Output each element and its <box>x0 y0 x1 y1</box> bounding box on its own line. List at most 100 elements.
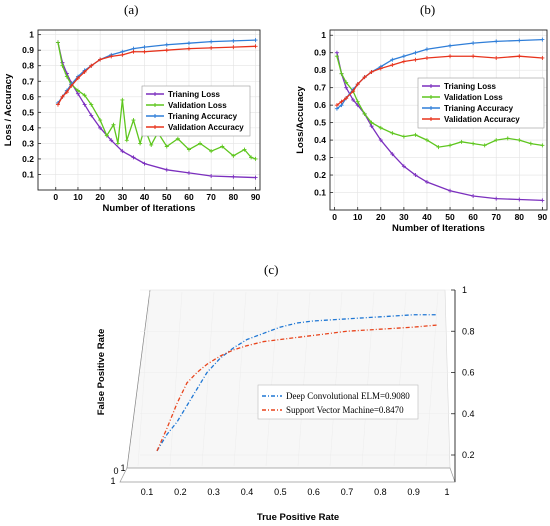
data-point <box>494 138 499 143</box>
data-point <box>55 40 60 45</box>
data-point <box>378 66 383 71</box>
y-tick-label: 0.6 <box>314 100 326 110</box>
data-point <box>448 43 453 48</box>
data-point <box>344 96 349 101</box>
data-point <box>89 63 94 68</box>
y-tick-label: 0.4 <box>22 123 34 133</box>
data-point <box>334 54 339 59</box>
data-point <box>69 83 74 88</box>
legend-label: Support Vector Machine=0.8470 <box>286 405 404 415</box>
legend-label: Deep Convolutional ELM=0.9080 <box>286 391 410 401</box>
x-axis-label: True Positive Rate <box>257 512 339 523</box>
corner-label: 0 <box>113 466 118 476</box>
data-point <box>120 149 125 154</box>
data-point <box>494 55 499 60</box>
data-point <box>339 99 344 104</box>
panel-label-a: (a) <box>124 2 139 17</box>
data-point <box>401 134 406 139</box>
data-point <box>60 63 65 68</box>
data-point <box>413 57 418 62</box>
data-point <box>401 164 406 169</box>
data-point <box>253 156 258 161</box>
x-tick-label: 80 <box>515 212 525 222</box>
y-axis-label: False Positive Rate <box>96 329 107 416</box>
data-point <box>164 42 169 47</box>
data-point <box>436 145 441 150</box>
data-point <box>98 57 103 62</box>
x-tick-label: 30 <box>399 212 409 222</box>
data-point <box>540 198 545 203</box>
roc-curve-0 <box>156 314 437 452</box>
data-point <box>124 138 129 143</box>
data-point <box>355 99 360 104</box>
y-tick-label: 1 <box>462 285 467 295</box>
data-point <box>82 102 87 107</box>
corner-label: 1 <box>120 463 125 473</box>
y-tick-label: 0.8 <box>462 326 475 336</box>
data-point <box>494 196 499 201</box>
data-point <box>517 197 522 202</box>
x-tick-label: 0.7 <box>341 487 354 497</box>
data-point <box>517 138 522 143</box>
x-tick-label: 60 <box>468 212 478 222</box>
data-point <box>401 59 406 64</box>
data-point <box>142 45 147 50</box>
data-point <box>231 45 236 50</box>
data-point <box>378 138 383 143</box>
grid-line-x <box>201 291 215 467</box>
data-point <box>355 82 360 87</box>
data-point <box>186 46 191 51</box>
x-tick-label: 90 <box>251 192 261 202</box>
x-tick-label: 0.1 <box>141 487 154 497</box>
y-tick-label: 0.2 <box>314 170 326 180</box>
data-point <box>471 54 476 59</box>
legend-marker <box>429 117 433 121</box>
data-point <box>115 141 120 146</box>
data-point <box>540 37 545 42</box>
data-point <box>390 57 395 62</box>
legend-label: Trianing Accuracy <box>168 112 238 121</box>
data-point <box>220 144 225 149</box>
legend-marker <box>153 125 157 129</box>
x-tick-label: 0 <box>332 212 337 222</box>
data-point <box>82 93 87 98</box>
grid-line-x <box>137 291 151 467</box>
data-point <box>131 155 136 160</box>
data-point <box>149 142 154 147</box>
data-point <box>369 120 374 125</box>
x-tick-label: 30 <box>118 192 128 202</box>
legend-box <box>257 384 419 420</box>
data-point <box>164 48 169 53</box>
data-point <box>109 54 114 59</box>
x-tick-label: 0.3 <box>207 487 220 497</box>
x-axis-label: Number of Iterations <box>103 203 196 214</box>
data-point <box>75 88 80 93</box>
data-point <box>351 97 356 102</box>
y-tick-label: 0.6 <box>22 92 34 102</box>
grid-line-x <box>393 291 407 467</box>
data-point <box>131 49 136 54</box>
x-tick-label: 0.4 <box>241 487 254 497</box>
data-point <box>253 44 258 49</box>
data-point <box>231 38 236 43</box>
data-point <box>75 76 80 81</box>
x-tick-label: 40 <box>422 212 432 222</box>
data-point <box>186 170 191 175</box>
x-tick-label: 20 <box>95 192 105 202</box>
legend-marker <box>153 103 157 107</box>
data-point <box>209 45 214 50</box>
data-point <box>351 89 356 94</box>
x-tick-label: 10 <box>353 212 363 222</box>
y-tick-label: 1 <box>321 30 326 40</box>
y-tick-label: 1 <box>29 30 34 40</box>
y-tick-label: 0.2 <box>22 154 34 164</box>
legend-marker <box>429 95 433 99</box>
roc-curve-1 <box>156 324 438 452</box>
data-point <box>198 141 203 146</box>
data-point <box>120 52 125 57</box>
plot-back-face <box>126 289 451 469</box>
data-point <box>138 141 143 146</box>
data-point <box>209 149 214 154</box>
y-tick-label: 0.2 <box>462 450 475 460</box>
